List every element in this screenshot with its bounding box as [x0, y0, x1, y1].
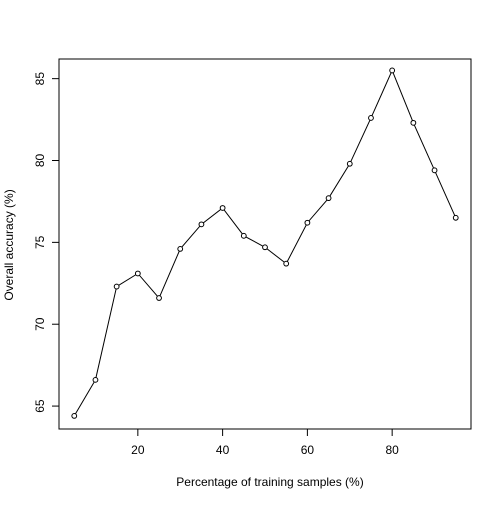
y-tick-label: 75 — [33, 235, 47, 249]
data-point — [156, 295, 162, 301]
data-point — [452, 214, 459, 221]
data-point — [92, 376, 99, 383]
data-point — [410, 119, 417, 126]
data-point — [134, 270, 141, 277]
y-axis-title: Overall accuracy (%) — [2, 189, 16, 300]
x-axis-title: Percentage of training samples (%) — [176, 475, 363, 489]
data-point — [431, 167, 438, 174]
data-point — [219, 205, 226, 211]
data-point — [304, 219, 311, 226]
plot-frame — [58, 58, 472, 430]
x-tick-label: 40 — [216, 443, 230, 457]
data-point — [389, 67, 396, 74]
series-layer — [71, 67, 459, 419]
y-tick-label: 65 — [33, 399, 47, 413]
y-tick-label: 80 — [33, 154, 47, 168]
x-tick-label: 20 — [131, 443, 145, 457]
data-point — [325, 195, 332, 202]
data-point — [177, 246, 184, 252]
data-point — [346, 160, 353, 167]
x-tick-label: 80 — [385, 443, 399, 457]
y-tick-label: 85 — [33, 72, 47, 86]
data-point — [71, 413, 78, 419]
x-tick-label: 60 — [301, 443, 315, 457]
x-axis: 20 40 60 80 — [131, 429, 399, 457]
data-point — [113, 283, 120, 290]
data-point — [262, 244, 268, 251]
plot-area — [58, 58, 472, 430]
series-line — [73, 69, 457, 417]
data-point — [283, 260, 290, 267]
data-point — [240, 232, 247, 239]
data-point — [198, 221, 205, 228]
y-tick-label: 70 — [33, 317, 47, 331]
y-axis: 65 70 75 80 85 — [33, 72, 59, 413]
data-point — [368, 115, 374, 121]
